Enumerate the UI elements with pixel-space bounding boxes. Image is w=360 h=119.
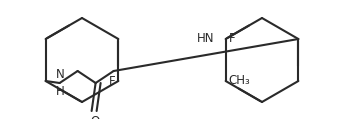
Text: F: F bbox=[229, 32, 235, 45]
Text: H: H bbox=[56, 85, 65, 98]
Text: O: O bbox=[90, 115, 100, 119]
Text: F: F bbox=[109, 74, 115, 87]
Text: CH₃: CH₃ bbox=[229, 74, 250, 87]
Text: N: N bbox=[56, 68, 65, 81]
Text: HN: HN bbox=[197, 32, 215, 45]
